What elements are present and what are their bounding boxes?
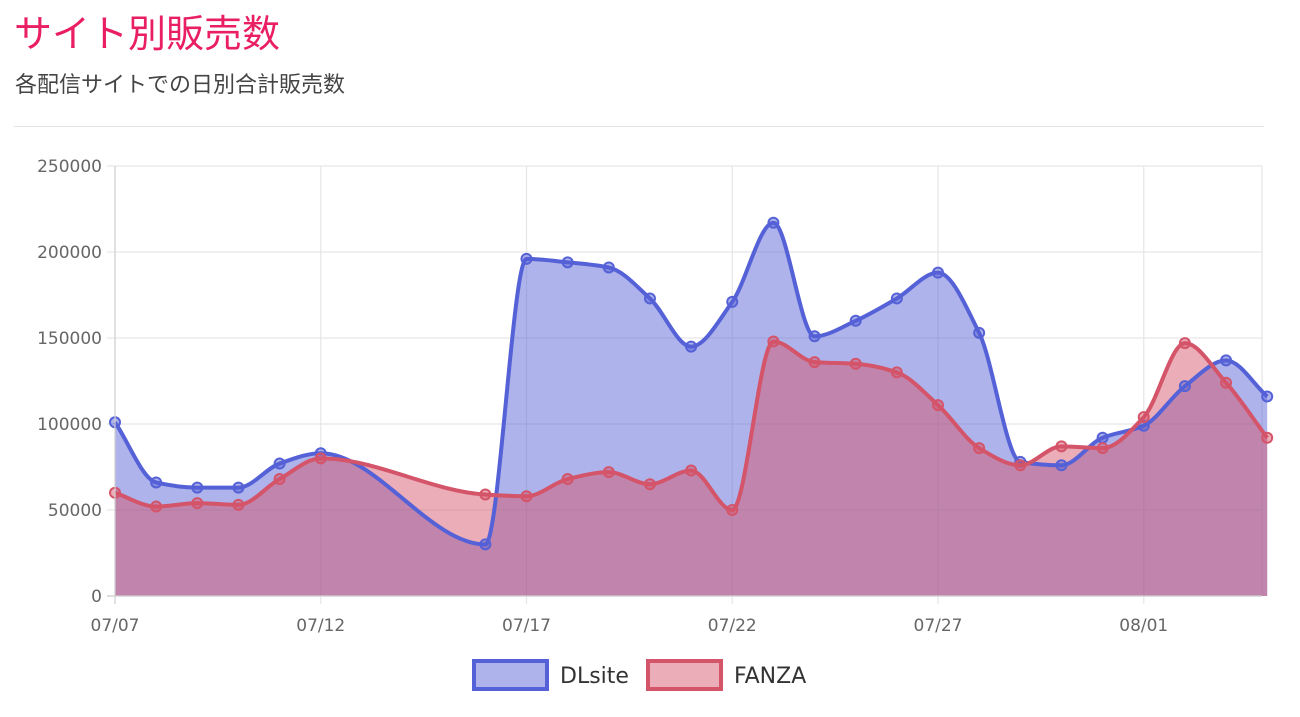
dlsite-point[interactable] xyxy=(561,256,574,269)
axes: 0 50000 100000 150000 200000 250000 07/07 07/12… xyxy=(37,157,1262,636)
dlsite-point[interactable] xyxy=(1261,390,1274,403)
fanza-point[interactable] xyxy=(767,335,780,348)
fanza-line xyxy=(114,339,1269,512)
x-tick-label: 07/07 xyxy=(91,616,140,636)
fanza-point[interactable] xyxy=(1261,431,1274,444)
y-tick-label: 250000 xyxy=(37,157,102,177)
dlsite-point[interactable] xyxy=(273,457,286,470)
fanza-point[interactable] xyxy=(726,504,739,516)
y-tick-label: 150000 xyxy=(37,329,102,349)
fanza-point[interactable] xyxy=(273,473,286,486)
dlsite-point[interactable] xyxy=(1096,431,1109,444)
fanza-point[interactable] xyxy=(191,497,204,510)
fanza-point[interactable] xyxy=(1014,459,1027,472)
fanza-point[interactable] xyxy=(602,466,615,479)
fanza-point[interactable] xyxy=(643,478,656,491)
x-tick-label: 07/12 xyxy=(296,616,345,636)
fanza-point[interactable] xyxy=(232,498,245,511)
x-tick-label: 07/22 xyxy=(708,616,757,636)
dlsite-point[interactable] xyxy=(932,266,944,279)
chart-title: サイト別販売数 xyxy=(14,12,281,56)
fanza-point[interactable] xyxy=(973,442,986,455)
dlsite-point[interactable] xyxy=(726,295,739,308)
dlsite-point[interactable] xyxy=(808,330,821,343)
fanza-point[interactable] xyxy=(1137,411,1150,424)
dlsite-point[interactable] xyxy=(1178,380,1191,393)
fanza-point[interactable] xyxy=(849,357,862,370)
x-tick-label: 07/17 xyxy=(502,616,551,636)
dlsite-area xyxy=(115,222,1268,596)
dlsite-point[interactable] xyxy=(890,292,903,305)
legend-item-dlsite[interactable]: DLsite xyxy=(472,659,629,691)
dlsite-point[interactable] xyxy=(150,476,163,489)
dlsite-point[interactable] xyxy=(849,314,862,327)
fanza-point[interactable] xyxy=(150,500,163,513)
fanza-point[interactable] xyxy=(314,452,327,465)
fanza-point[interactable] xyxy=(1096,442,1109,455)
dlsite-point[interactable] xyxy=(602,261,615,274)
fanza-point[interactable] xyxy=(932,399,944,412)
dlsite-point[interactable] xyxy=(520,252,533,265)
fanza-point[interactable] xyxy=(890,366,903,379)
x-tick-label: 08/01 xyxy=(1119,616,1168,636)
x-tick-label: 07/27 xyxy=(914,616,963,636)
dlsite-point[interactable] xyxy=(479,538,492,551)
y-tick-label: 200000 xyxy=(37,243,102,263)
dlsite-point[interactable] xyxy=(232,481,245,494)
y-tick-label: 50000 xyxy=(48,501,102,521)
legend-item-fanza[interactable]: FANZA xyxy=(646,659,806,691)
fanza-point[interactable] xyxy=(1055,440,1068,453)
dlsite-line xyxy=(113,220,1269,547)
legend-swatch-fanza xyxy=(646,659,723,691)
fanza-point[interactable] xyxy=(520,490,533,503)
fanza-point[interactable] xyxy=(685,464,698,477)
y-tick-label: 100000 xyxy=(37,415,102,435)
dlsite-point[interactable] xyxy=(973,326,986,339)
dlsite-point[interactable] xyxy=(1055,459,1068,472)
fanza-area xyxy=(115,341,1268,596)
legend-label-dlsite: DLsite xyxy=(560,664,629,689)
fanza-point[interactable] xyxy=(1220,376,1233,389)
legend[interactable]: DLsite FANZA xyxy=(472,659,806,691)
dlsite-point[interactable] xyxy=(685,340,698,353)
dlsite-point[interactable] xyxy=(1220,354,1233,367)
dlsite-point[interactable] xyxy=(643,292,656,305)
fanza-point[interactable] xyxy=(561,473,574,486)
series-layer xyxy=(109,216,1274,596)
dlsite-point[interactable] xyxy=(1137,419,1150,432)
legend-swatch-dlsite xyxy=(472,659,549,691)
y-tick-label: 0 xyxy=(91,587,102,607)
chart-subtitle: 各配信サイトでの日別合計販売数 xyxy=(15,73,346,98)
fanza-point[interactable] xyxy=(479,488,492,501)
legend-label-fanza: FANZA xyxy=(734,664,806,689)
header-divider xyxy=(14,126,1264,127)
fanza-point[interactable] xyxy=(808,356,821,369)
dlsite-point[interactable] xyxy=(191,481,204,494)
fanza-point[interactable] xyxy=(1178,337,1191,350)
dlsite-point[interactable] xyxy=(767,216,780,229)
